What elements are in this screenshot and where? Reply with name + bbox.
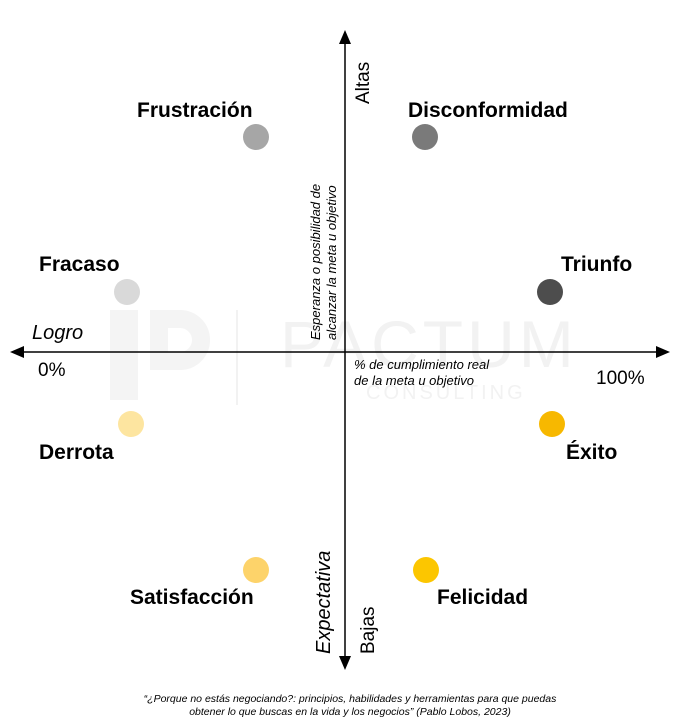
vertical-description-line1: Esperanza o posibilidad de (308, 183, 323, 340)
source-caption-line2: obtener lo que buscas en la vida y los n… (189, 706, 511, 718)
horizontal-description-line1: % de cumplimiento real (354, 357, 490, 372)
exito-dot (539, 411, 565, 437)
disconformidad-dot (412, 124, 438, 150)
arrow-up (339, 30, 351, 44)
triunfo-label: Triunfo (561, 253, 633, 276)
logro-label: Logro (32, 322, 84, 344)
frustracion-dot (243, 124, 269, 150)
arrow-down (339, 656, 351, 670)
satisfaccion-dot (243, 557, 269, 583)
watermark-logo (110, 300, 230, 410)
fracaso-label: Fracaso (39, 253, 120, 276)
watermark-brand: PACTUM (280, 307, 578, 381)
min-percent-label: 0% (38, 360, 66, 381)
altas-label: Altas (353, 61, 374, 104)
satisfaccion-label: Satisfacción (130, 586, 254, 609)
fracaso-dot (114, 279, 140, 305)
vertical-description-line2: alcanzar la meta u objetivo (324, 185, 339, 340)
arrow-left (10, 346, 24, 358)
triunfo-dot (537, 279, 563, 305)
derrota-dot (118, 411, 144, 437)
max-percent-label: 100% (596, 368, 645, 389)
horizontal-description-line2: de la meta u objetivo (354, 373, 474, 388)
disconformidad-label: Disconformidad (408, 99, 568, 122)
watermark-divider (236, 310, 238, 405)
bajas-label: Bajas (358, 606, 379, 654)
source-caption-line1: “¿Porque no estás negociando?: principio… (143, 693, 557, 705)
felicidad-dot (413, 557, 439, 583)
frustracion-label: Frustración (137, 99, 253, 122)
derrota-label: Derrota (39, 441, 114, 464)
expectativa-label: Expectativa (313, 550, 335, 654)
felicidad-label: Felicidad (437, 586, 529, 609)
arrow-right (656, 346, 670, 358)
source-caption: “¿Porque no estás negociando?: principio… (60, 693, 640, 719)
exito-label: Éxito (566, 441, 618, 464)
vertical-description: Esperanza o posibilidad de alcanzar la m… (308, 150, 340, 340)
horizontal-description: % de cumplimiento real de la meta u obje… (354, 357, 489, 389)
watermark-sub: CONSULTING (366, 382, 526, 404)
